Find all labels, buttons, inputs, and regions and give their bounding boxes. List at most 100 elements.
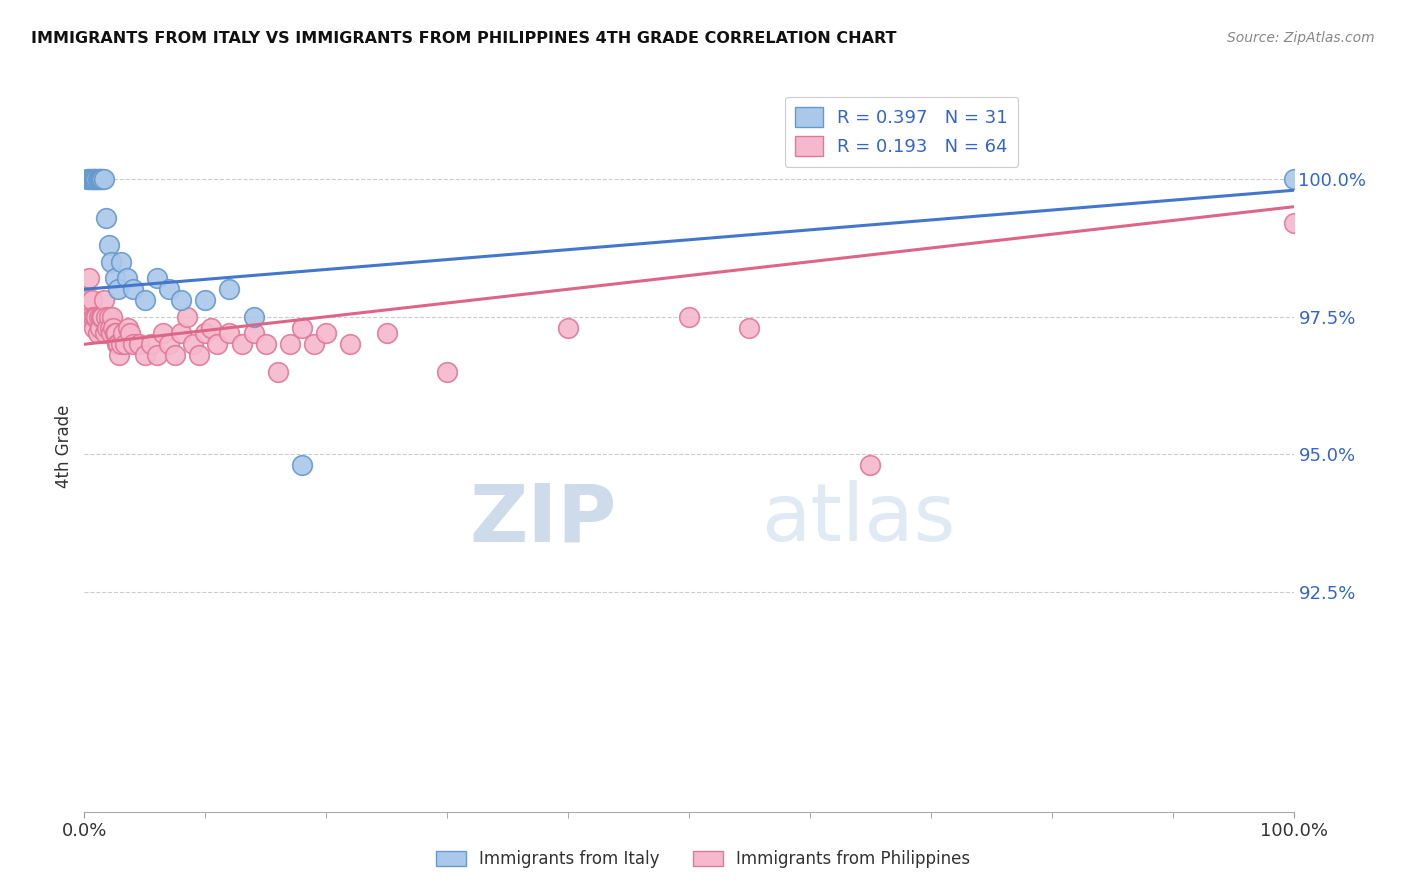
Point — [859, 458, 882, 473]
Point — [121, 337, 143, 351]
Point — [83, 172, 105, 186]
Point — [87, 310, 110, 324]
Point — [557, 320, 579, 334]
Point — [165, 348, 187, 362]
Point — [207, 337, 229, 351]
Point — [436, 365, 458, 379]
Point — [291, 320, 314, 334]
Point — [108, 348, 131, 362]
Point — [79, 172, 101, 186]
Point — [104, 326, 127, 341]
Point — [77, 271, 100, 285]
Point — [86, 172, 108, 186]
Point — [80, 293, 103, 308]
Point — [157, 282, 180, 296]
Point — [134, 348, 156, 362]
Point — [291, 458, 314, 473]
Point — [100, 254, 122, 268]
Point — [86, 326, 108, 341]
Point — [89, 320, 111, 334]
Point — [278, 337, 301, 351]
Point — [302, 337, 325, 351]
Point — [231, 337, 253, 351]
Point — [112, 326, 135, 341]
Text: atlas: atlas — [762, 480, 956, 558]
Point — [170, 293, 193, 308]
Point — [242, 326, 264, 341]
Point — [86, 172, 108, 186]
Point — [107, 337, 129, 351]
Point — [170, 326, 193, 341]
Point — [157, 337, 180, 351]
Point — [375, 326, 398, 341]
Point — [194, 326, 217, 341]
Point — [120, 326, 142, 341]
Point — [94, 310, 117, 324]
Point — [77, 293, 100, 308]
Point — [110, 337, 132, 351]
Point — [93, 293, 115, 308]
Point — [80, 172, 103, 186]
Point — [218, 282, 240, 296]
Point — [218, 326, 240, 341]
Point — [89, 172, 111, 186]
Point — [678, 310, 700, 324]
Point — [82, 310, 104, 324]
Point — [98, 320, 121, 334]
Point — [188, 348, 211, 362]
Point — [82, 172, 104, 186]
Point — [146, 271, 169, 285]
Point — [90, 310, 112, 324]
Point — [101, 310, 124, 324]
Point — [115, 271, 138, 285]
Point — [100, 326, 122, 341]
Point — [93, 172, 115, 186]
Point — [83, 320, 105, 334]
Point — [86, 310, 108, 324]
Point — [152, 326, 174, 341]
Point — [84, 310, 107, 324]
Point — [146, 348, 169, 362]
Text: ZIP: ZIP — [470, 480, 616, 558]
Point — [79, 310, 101, 324]
Point — [91, 172, 114, 186]
Point — [87, 172, 110, 186]
Legend: Immigrants from Italy, Immigrants from Philippines: Immigrants from Italy, Immigrants from P… — [429, 844, 977, 875]
Point — [84, 172, 107, 186]
Point — [176, 310, 198, 324]
Point — [94, 326, 117, 341]
Point — [103, 320, 125, 334]
Point — [107, 282, 129, 296]
Point — [96, 320, 118, 334]
Point — [91, 310, 114, 324]
Point — [90, 172, 112, 186]
Point — [181, 337, 204, 351]
Point — [738, 320, 761, 334]
Point — [117, 320, 139, 334]
Point — [200, 320, 222, 334]
Point — [105, 337, 128, 351]
Legend: R = 0.397   N = 31, R = 0.193   N = 64: R = 0.397 N = 31, R = 0.193 N = 64 — [785, 96, 1018, 167]
Point — [121, 282, 143, 296]
Point — [77, 172, 100, 186]
Point — [134, 293, 156, 308]
Point — [104, 271, 127, 285]
Point — [139, 337, 162, 351]
Point — [76, 172, 98, 186]
Point — [254, 337, 277, 351]
Point — [339, 337, 361, 351]
Point — [128, 337, 150, 351]
Point — [1282, 216, 1305, 230]
Point — [194, 293, 217, 308]
Point — [94, 211, 117, 225]
Point — [267, 365, 290, 379]
Point — [242, 310, 264, 324]
Point — [114, 337, 136, 351]
Point — [1282, 172, 1305, 186]
Text: Source: ZipAtlas.com: Source: ZipAtlas.com — [1227, 31, 1375, 45]
Point — [97, 310, 120, 324]
Text: IMMIGRANTS FROM ITALY VS IMMIGRANTS FROM PHILIPPINES 4TH GRADE CORRELATION CHART: IMMIGRANTS FROM ITALY VS IMMIGRANTS FROM… — [31, 31, 897, 46]
Point — [315, 326, 337, 341]
Point — [104, 326, 127, 341]
Point — [97, 238, 120, 252]
